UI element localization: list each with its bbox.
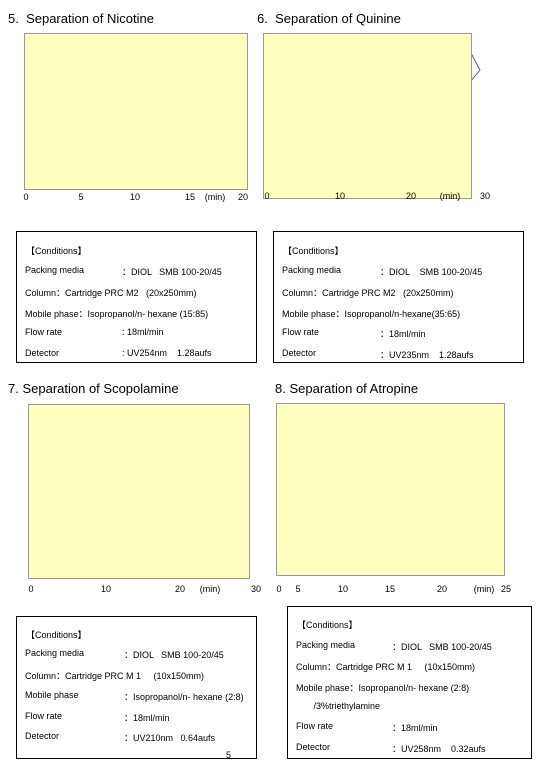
condition-value: ：UV210nm 0.64aufs (124, 733, 216, 743)
x-axis-unit: (min) (473, 584, 495, 594)
condition-label: Flow rate (25, 711, 63, 721)
condition-value: ：DIOL SMB 100-20/45 (124, 650, 224, 660)
x-tick-label: 30 (479, 191, 491, 201)
x-tick-label: 15 (384, 584, 396, 594)
condition-label: Packing media (25, 265, 85, 275)
condition-value: ：UV235nm 1.28aufs (380, 350, 474, 360)
condition-value: ：UV258nm 0.32aufs (392, 744, 486, 754)
x-tick-label: 0 (23, 192, 29, 202)
conditions-box (16, 231, 257, 363)
x-tick-label: 20 (405, 191, 417, 201)
condition-value: ：18ml/min (380, 329, 426, 339)
condition-label: Column：Cartridge PRC M2 (20x250mm) (25, 288, 197, 298)
x-tick-label: 15 (184, 192, 196, 202)
x-tick-label: 5 (78, 192, 84, 202)
x-tick-label: 30 (250, 584, 262, 594)
x-tick-label: 10 (100, 584, 112, 594)
condition-label: Mobile phase：Isopropanol/n-hexane(35:65) (282, 309, 461, 319)
section-title: 7. Separation of Scopolamine (8, 381, 179, 396)
condition-label: Flow rate (296, 721, 334, 731)
condition-label: Detector (296, 742, 331, 752)
conditions-box (287, 606, 532, 759)
x-tick-label: 10 (334, 191, 346, 201)
x-tick-label: 20 (237, 192, 249, 202)
x-tick-label: 0 (276, 584, 282, 594)
condition-value: ：DIOL SMB 100-20/45 (380, 267, 483, 277)
x-tick-label: 20 (436, 584, 448, 594)
chart-area (28, 404, 250, 579)
x-tick-label: 10 (129, 192, 141, 202)
condition-value: ：Isopropanol/n- hexane (2:8) (124, 692, 244, 702)
x-tick-label: 10 (337, 584, 349, 594)
x-tick-label: 0 (28, 584, 34, 594)
condition-label: Column：Cartridge PRC M2 (20x250mm) (282, 288, 454, 298)
conditions-box (16, 616, 257, 759)
conditions-heading: 【Conditions】 (26, 630, 87, 640)
condition-label: Mobile phase (25, 690, 79, 700)
x-tick-label: 25 (500, 584, 512, 594)
condition-label: Mobile phase：Isopropanol/n- hexane (15:8… (25, 309, 209, 319)
section-title: 6. Separation of Quinine (257, 11, 401, 26)
condition-value: : UV254nm 1.28aufs (122, 348, 212, 358)
conditions-box (273, 231, 524, 363)
x-axis-unit: (min) (199, 584, 221, 594)
condition-label: Packing media (296, 640, 356, 650)
conditions-heading: 【Conditions】 (283, 246, 344, 256)
condition-label: Detector (282, 348, 317, 358)
condition-label: /3%triethylamine (296, 701, 381, 711)
condition-label: Column：Cartridge PRC M 1 (10x150mm) (296, 662, 476, 672)
condition-value: ：18ml/min (124, 713, 170, 723)
condition-value: ：DIOL SMB 100-20/45 (392, 642, 492, 652)
conditions-heading: 【Conditions】 (297, 620, 358, 630)
condition-label: Flow rate (25, 327, 63, 337)
condition-label: Mobile phase：Isopropanol/n- hexane (2:8) (296, 683, 470, 693)
condition-value: : 18ml/min (122, 327, 164, 337)
condition-label: Packing media (282, 265, 342, 275)
page-number: 5 (226, 750, 232, 760)
x-tick-label: 0 (264, 191, 270, 201)
section-title: 5. Separation of Nicotine (8, 11, 154, 26)
x-axis-unit: (min) (204, 192, 226, 202)
condition-label: Detector (25, 348, 60, 358)
chart-area (263, 33, 472, 199)
condition-label: Column：Cartridge PRC M 1 (10x150mm) (25, 671, 205, 681)
conditions-heading: 【Conditions】 (26, 246, 87, 256)
condition-label: Detector (25, 731, 60, 741)
x-axis-unit: (min) (439, 191, 461, 201)
condition-label: Flow rate (282, 327, 320, 337)
chart-area (24, 33, 248, 190)
chart-area (276, 403, 505, 576)
condition-value: ：18ml/min (392, 723, 438, 733)
x-tick-label: 5 (295, 584, 301, 594)
section-title: 8. Separation of Atropine (275, 381, 419, 396)
condition-label: Packing media (25, 648, 85, 658)
x-tick-label: 20 (174, 584, 186, 594)
condition-value: ：DIOL SMB 100-20/45 (122, 267, 222, 277)
